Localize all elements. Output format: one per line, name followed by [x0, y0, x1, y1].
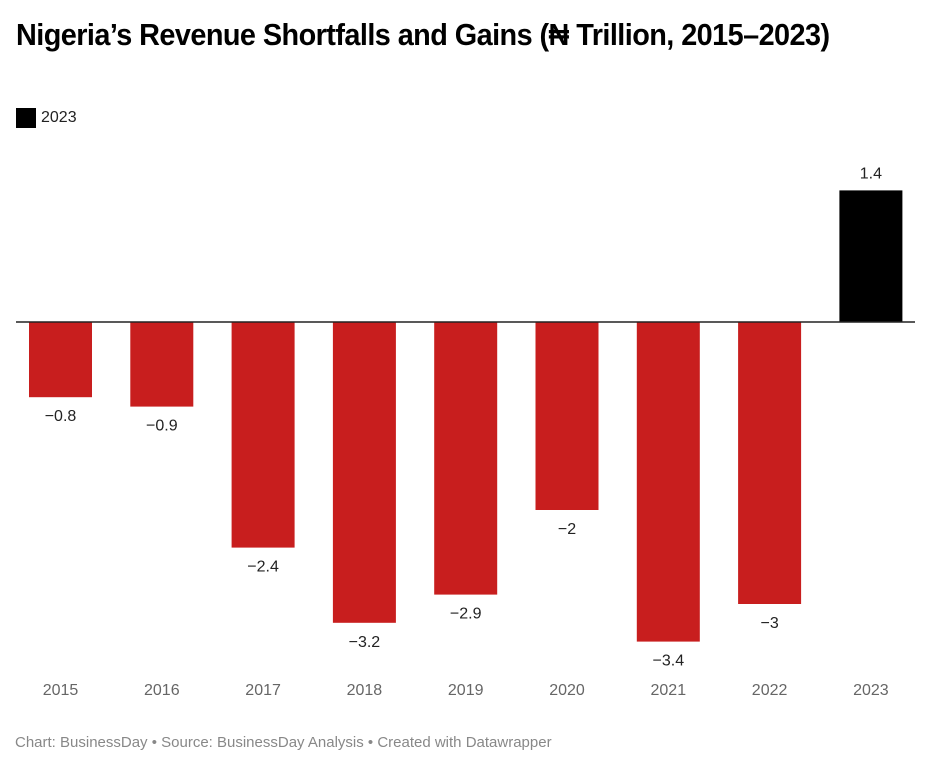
value-labels-group: −0.8 −0.9 −2.4 −3.2 −2.9 −2 −3.4 −3 1.4 — [45, 165, 882, 669]
bar-chart: −0.8 −0.9 −2.4 −3.2 −2.9 −2 −3.4 −3 1.4 2015 2016… — [16, 165, 915, 699]
x-tick-label-2022: 2022 — [752, 682, 788, 699]
legend-label: 2023 — [41, 109, 77, 126]
value-label-2020: −2 — [558, 521, 576, 538]
x-tick-label-2015: 2015 — [43, 682, 79, 699]
bar-2019 — [434, 322, 498, 595]
value-label-2015: −0.8 — [45, 408, 77, 425]
bar-2015 — [29, 322, 92, 398]
value-label-2017: −2.4 — [247, 559, 279, 576]
bar-2021 — [636, 322, 700, 642]
chart-title: Nigeria’s Revenue Shortfalls and Gains (… — [16, 17, 830, 52]
legend-swatch-2023 — [16, 108, 36, 128]
value-label-2022: −3 — [760, 615, 778, 632]
bar-2023 — [839, 190, 903, 322]
bar-2022 — [738, 322, 802, 604]
value-label-2023: 1.4 — [860, 165, 882, 182]
x-tick-label-2017: 2017 — [245, 682, 281, 699]
x-tick-label-2019: 2019 — [448, 682, 484, 699]
x-tick-label-2018: 2018 — [347, 682, 383, 699]
bar-2017 — [231, 322, 295, 548]
value-label-2016: −0.9 — [146, 418, 178, 435]
legend: 2023 — [16, 108, 77, 128]
bar-2020 — [535, 322, 599, 510]
value-label-2021: −3.4 — [653, 653, 685, 670]
value-label-2019: −2.9 — [450, 606, 482, 623]
bar-2016 — [130, 322, 194, 407]
x-tick-label-2023: 2023 — [853, 682, 889, 699]
x-tick-label-2016: 2016 — [144, 682, 180, 699]
bars-group — [29, 190, 903, 642]
x-tick-label-2020: 2020 — [549, 682, 585, 699]
value-label-2018: −3.2 — [349, 634, 381, 651]
x-axis-labels-group: 2015 2016 2017 2018 2019 2020 2021 2022 2023 — [43, 682, 889, 699]
x-tick-label-2021: 2021 — [651, 682, 687, 699]
bar-2018 — [332, 322, 396, 623]
chart-footer: Chart: BusinessDay • Source: BusinessDay… — [15, 734, 552, 751]
